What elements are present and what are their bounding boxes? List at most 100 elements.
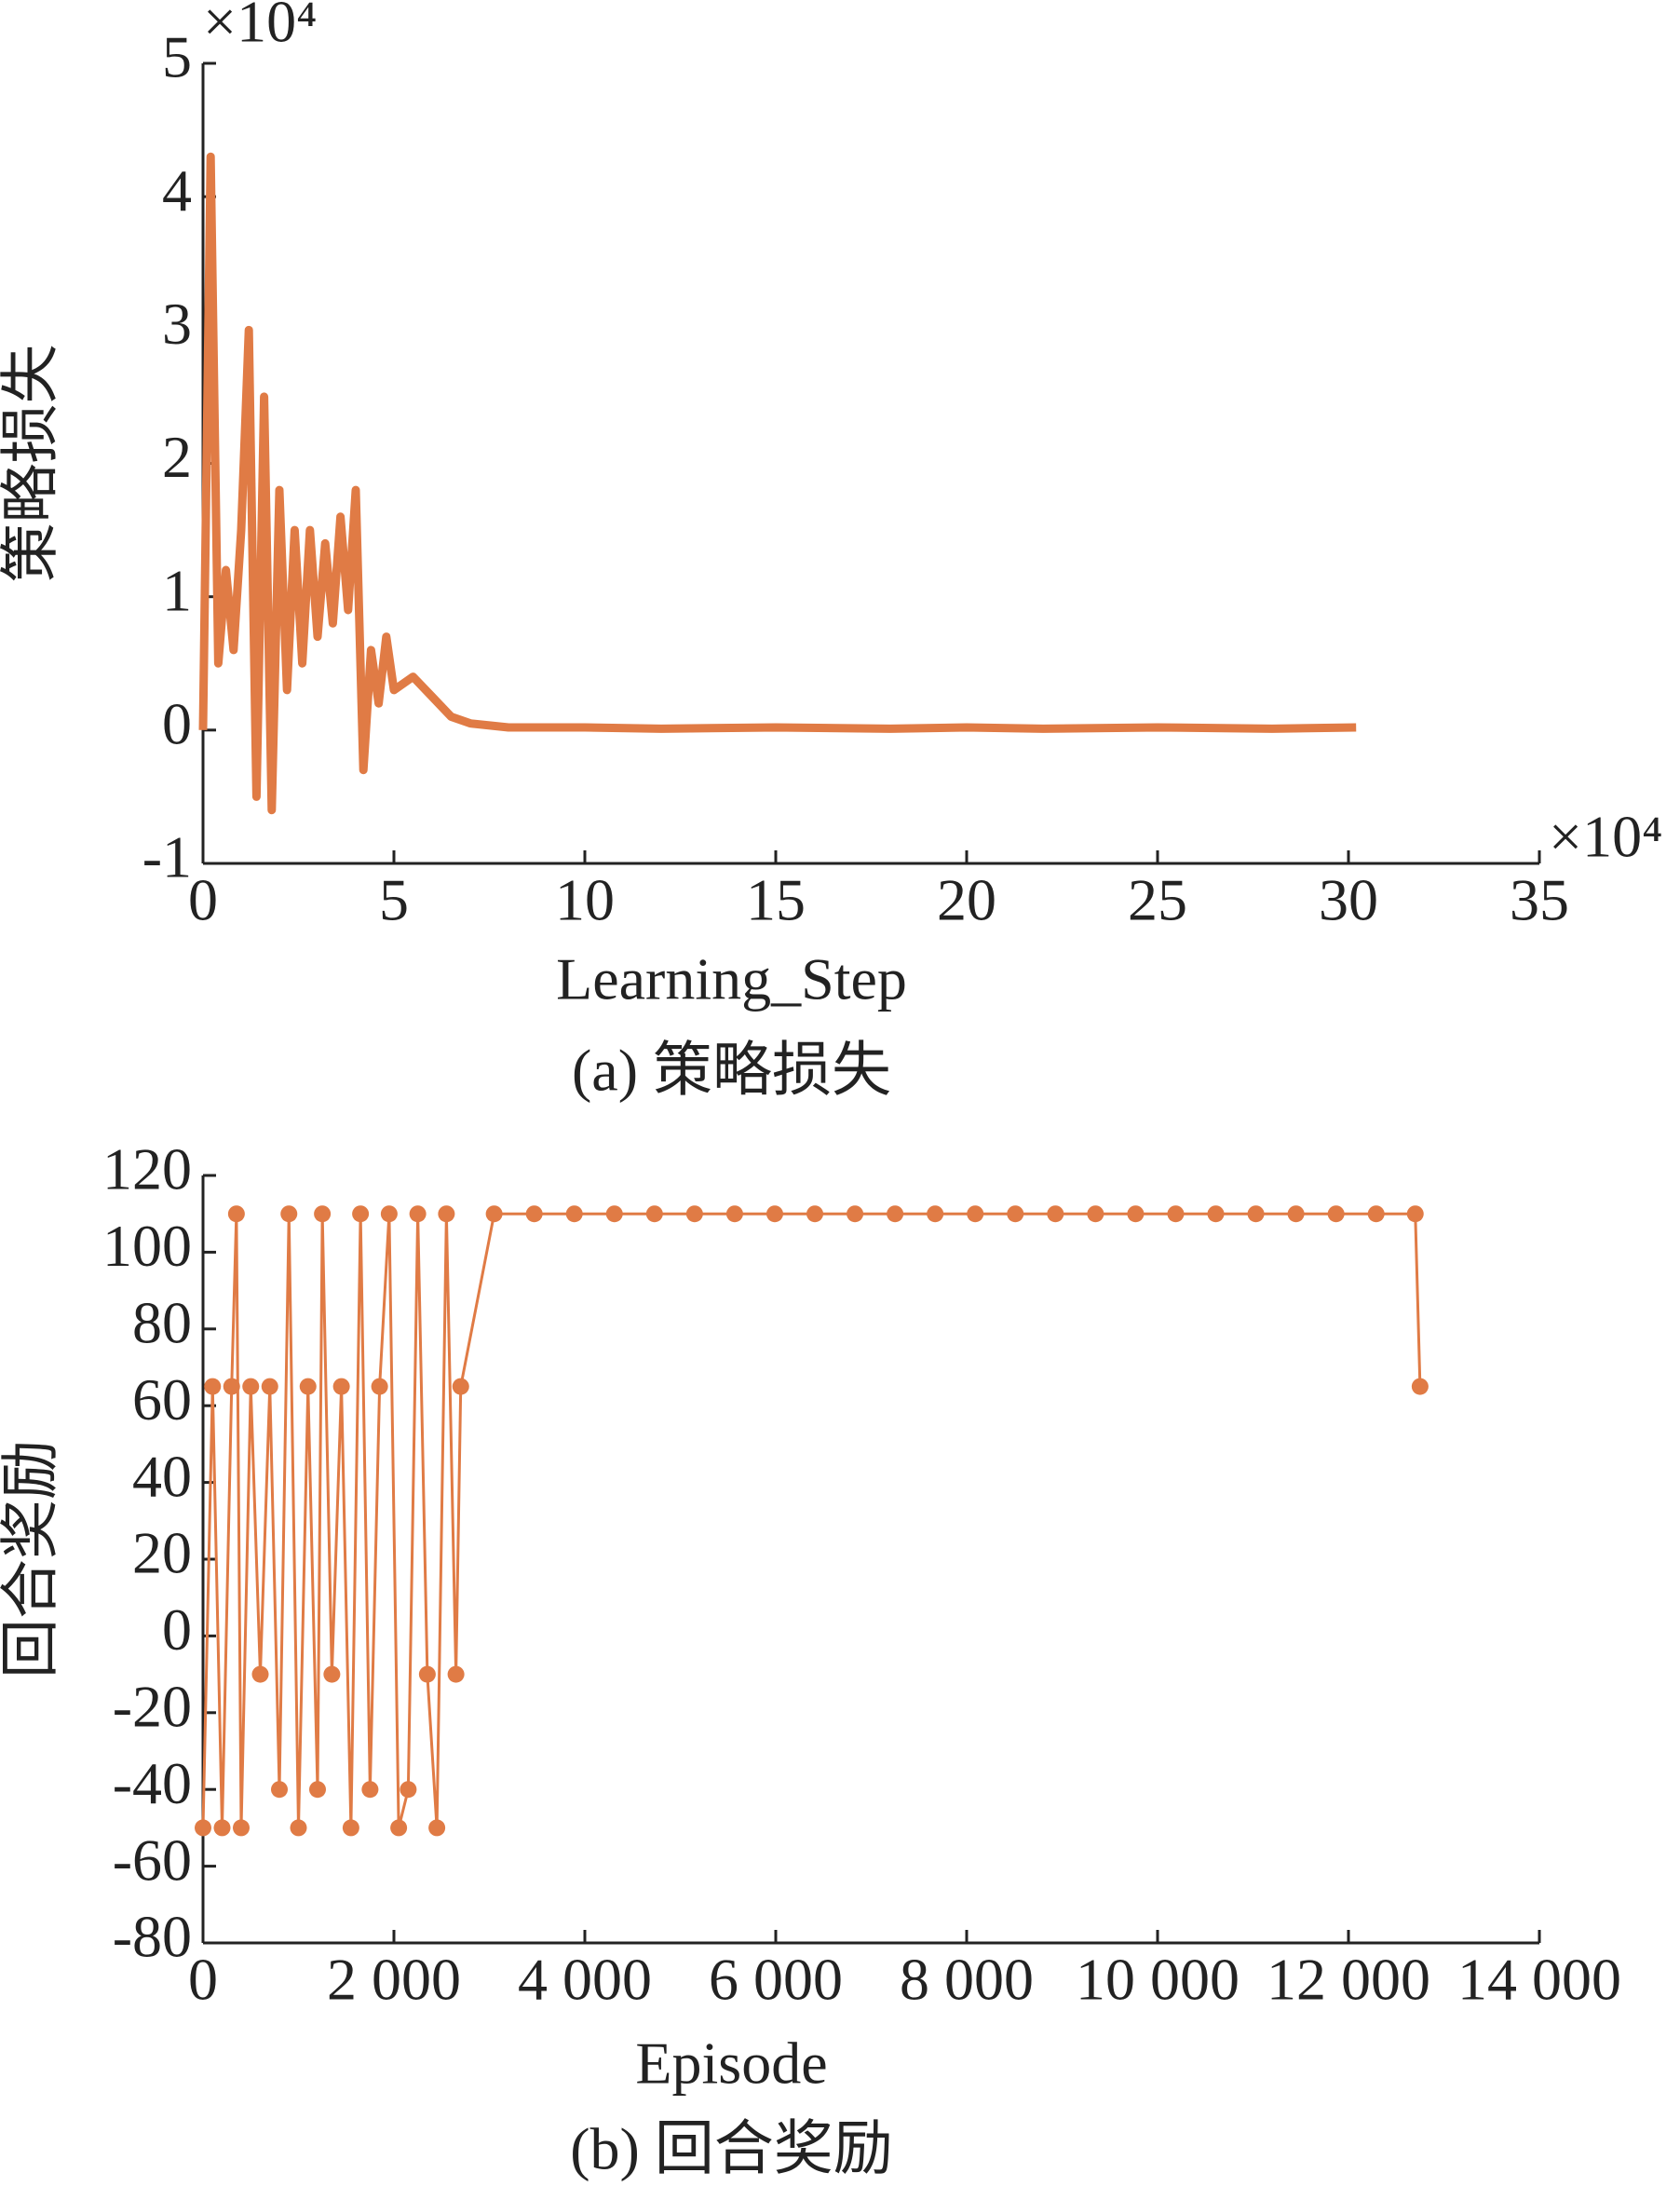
data-point	[299, 1378, 317, 1395]
data-point	[605, 1205, 623, 1223]
x-tick-label: 10	[555, 867, 615, 933]
data-point	[447, 1665, 465, 1683]
data-point	[223, 1378, 240, 1395]
x-tick-label: 15	[746, 867, 806, 933]
caption: (a) 策略损失	[572, 1038, 891, 1104]
data-point	[261, 1378, 278, 1395]
y-tick-label: 0	[162, 1596, 192, 1663]
data-point	[847, 1205, 864, 1223]
data-point	[227, 1205, 245, 1223]
data-point	[1406, 1205, 1424, 1223]
x-tick-label: 35	[1510, 867, 1569, 933]
data-point	[1207, 1205, 1225, 1223]
data-point	[204, 1378, 222, 1395]
data-point	[645, 1205, 663, 1223]
data-point	[233, 1819, 250, 1837]
y-tick-label: 100	[102, 1213, 192, 1279]
data-point	[1087, 1205, 1104, 1223]
y-tick-label: 60	[132, 1366, 192, 1433]
data-line	[201, 1212, 1422, 1829]
data-point	[309, 1781, 326, 1799]
data-point	[1047, 1205, 1064, 1223]
y-tick-label: 120	[102, 1136, 192, 1202]
data-point	[342, 1819, 359, 1837]
x-tick-label: 5	[379, 867, 409, 933]
data-point	[361, 1781, 379, 1799]
data-point	[352, 1205, 370, 1223]
data-point	[565, 1205, 583, 1223]
y-tick-label: 40	[132, 1443, 192, 1509]
y-tick-label: 20	[132, 1520, 192, 1586]
data-point	[380, 1205, 398, 1223]
x-tick-label: 10 000	[1076, 1947, 1240, 2013]
data-point	[1167, 1205, 1185, 1223]
x-tick-label: 20	[937, 867, 996, 933]
data-point	[806, 1205, 824, 1223]
data-point	[1367, 1205, 1385, 1223]
data-point	[195, 1819, 211, 1837]
y-multiplier: ×10⁴	[203, 0, 317, 55]
data-point	[213, 1819, 231, 1837]
y-tick-label: 5	[162, 24, 192, 90]
data-point	[685, 1205, 703, 1223]
x-multiplier: ×10⁴	[1549, 804, 1662, 870]
x-axis-label: Episode	[635, 2030, 827, 2097]
data-point	[271, 1781, 288, 1799]
caption: (b) 回合奖励	[570, 2116, 893, 2182]
y-tick-label: 80	[132, 1289, 192, 1355]
data-point	[332, 1378, 350, 1395]
y-tick-label: 4	[162, 157, 192, 224]
data-point	[1247, 1205, 1265, 1223]
x-tick-label: 4 000	[518, 1947, 652, 2013]
x-tick-label: 30	[1319, 867, 1378, 933]
x-axis-label: Learning_Step	[556, 946, 907, 1012]
y-axis-label: 策略损失	[0, 345, 64, 583]
data-point	[452, 1378, 469, 1395]
data-point	[725, 1205, 743, 1223]
data-point	[1007, 1205, 1024, 1223]
data-point	[438, 1205, 455, 1223]
x-tick-label: 0	[188, 867, 218, 933]
data-point	[323, 1665, 341, 1683]
data-point	[1411, 1378, 1429, 1395]
data-point	[967, 1205, 984, 1223]
y-tick-label: 2	[162, 424, 192, 490]
x-tick-label: 14 000	[1457, 1947, 1621, 2013]
x-tick-label: 25	[1128, 867, 1187, 933]
data-point	[314, 1205, 332, 1223]
data-point	[1327, 1205, 1345, 1223]
y-tick-label: -1	[142, 824, 192, 890]
x-tick-label: 2 000	[327, 1947, 461, 2013]
data-point	[242, 1378, 260, 1395]
data-point	[525, 1205, 543, 1223]
data-point	[485, 1205, 503, 1223]
y-tick-label: -60	[113, 1827, 192, 1893]
data-point	[280, 1205, 298, 1223]
data-point	[251, 1665, 269, 1683]
data-point	[290, 1819, 307, 1837]
x-tick-label: 8 000	[900, 1947, 1034, 2013]
data-point	[1287, 1205, 1305, 1223]
y-tick-label: -80	[113, 1904, 192, 1970]
y-axis-label: 回合奖励	[0, 1440, 64, 1678]
data-point	[927, 1205, 944, 1223]
data-point	[390, 1819, 408, 1837]
x-tick-label: 6 000	[709, 1947, 843, 2013]
data-point	[418, 1665, 436, 1683]
data-point	[765, 1205, 783, 1223]
data-point	[428, 1819, 446, 1837]
y-tick-label: -40	[113, 1750, 192, 1816]
x-tick-label: 0	[188, 1947, 218, 2013]
y-tick-label: 1	[162, 557, 192, 623]
data-point	[1127, 1205, 1145, 1223]
y-tick-label: 3	[162, 291, 192, 357]
data-point	[409, 1205, 427, 1223]
x-tick-label: 12 000	[1267, 1947, 1430, 2013]
data-point	[887, 1205, 904, 1223]
data-point	[371, 1378, 388, 1395]
y-tick-label: 0	[162, 691, 192, 757]
data-point	[400, 1781, 417, 1799]
y-tick-label: -20	[113, 1673, 192, 1739]
data-line	[198, 152, 1357, 815]
